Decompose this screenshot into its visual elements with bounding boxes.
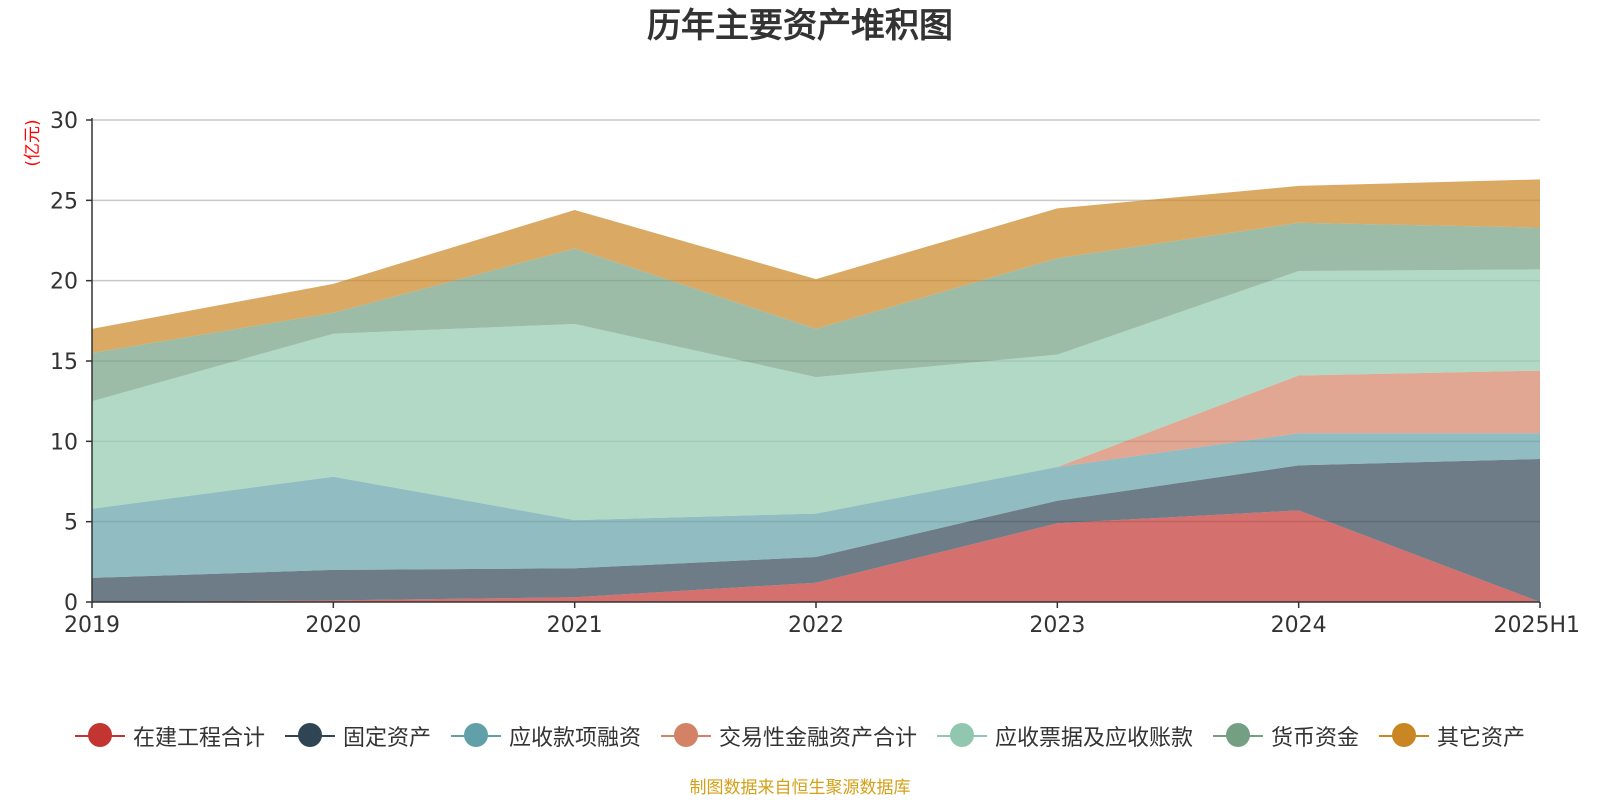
legend: 在建工程合计 固定资产 应收款项融资 交易性金融资产合计 应收票据及应收账款 货币资金 其它… (0, 716, 1600, 756)
y-tick-label: 30 (50, 109, 78, 134)
legend-item-5[interactable]: 应收票据及应收账款 (937, 720, 1193, 752)
y-tick-label: 20 (50, 270, 78, 295)
y-axis-label: (亿元) (23, 119, 43, 166)
x-tick-label: 2022 (788, 613, 844, 638)
legend-swatch (937, 723, 987, 749)
chart-title: 历年主要资产堆积图 (647, 6, 953, 46)
legend-label: 在建工程合计 (132, 726, 265, 751)
legend-swatch (1213, 723, 1264, 749)
legend-label: 交易性金融资产合计 (718, 726, 917, 751)
area-series-2 (92, 459, 1540, 602)
legend-item-6[interactable]: 货币资金 (1213, 720, 1359, 752)
area-series-4 (92, 370, 1540, 521)
legend-item-4[interactable]: 交易性金融资产合计 (660, 720, 917, 752)
y-tick-label: 15 (50, 350, 78, 375)
y-tick-label: 25 (50, 189, 78, 214)
x-tick-label: 2020 (305, 613, 361, 638)
area-series-5 (92, 269, 1540, 521)
legend-swatch (1379, 723, 1430, 749)
legend-item-1[interactable]: 在建工程合计 (74, 720, 265, 752)
legend-swatch (74, 723, 125, 749)
legend-item-2[interactable]: 固定资产 (284, 720, 431, 752)
y-tick-label: 0 (64, 591, 78, 616)
area-series (92, 179, 1540, 602)
area-series-7 (92, 179, 1540, 353)
legend-swatch (284, 723, 335, 749)
axes: 0 5 10 15 20 25 30 2019 2020 2021 2022 2023 2024 2025… (50, 109, 1580, 638)
legend-label: 应收票据及应收账款 (995, 726, 1194, 751)
x-tick-label: 2021 (547, 613, 603, 638)
legend-label: 其它资产 (1437, 726, 1526, 751)
area-series-1 (92, 510, 1540, 602)
legend-item-3[interactable]: 应收款项融资 (450, 720, 641, 752)
area-series-6 (92, 222, 1540, 402)
legend-label: 货币资金 (1271, 726, 1360, 751)
area-series-3 (92, 433, 1540, 578)
x-tick-label: 2025H1 (1493, 613, 1580, 638)
y-tick-label: 5 (64, 511, 78, 536)
legend-label: 固定资产 (342, 726, 431, 751)
legend-swatch (660, 723, 711, 749)
x-tick-label: 2019 (64, 613, 120, 638)
legend-item-7[interactable]: 其它资产 (1379, 720, 1525, 752)
legend-label: 应收款项融资 (508, 726, 641, 751)
y-tick-label: 10 (50, 430, 78, 455)
legend-swatch (450, 723, 501, 749)
x-tick-label: 2024 (1271, 613, 1327, 638)
source-note: 制图数据来自恒生聚源数据库 (689, 778, 911, 798)
x-tick-label: 2023 (1029, 613, 1085, 638)
